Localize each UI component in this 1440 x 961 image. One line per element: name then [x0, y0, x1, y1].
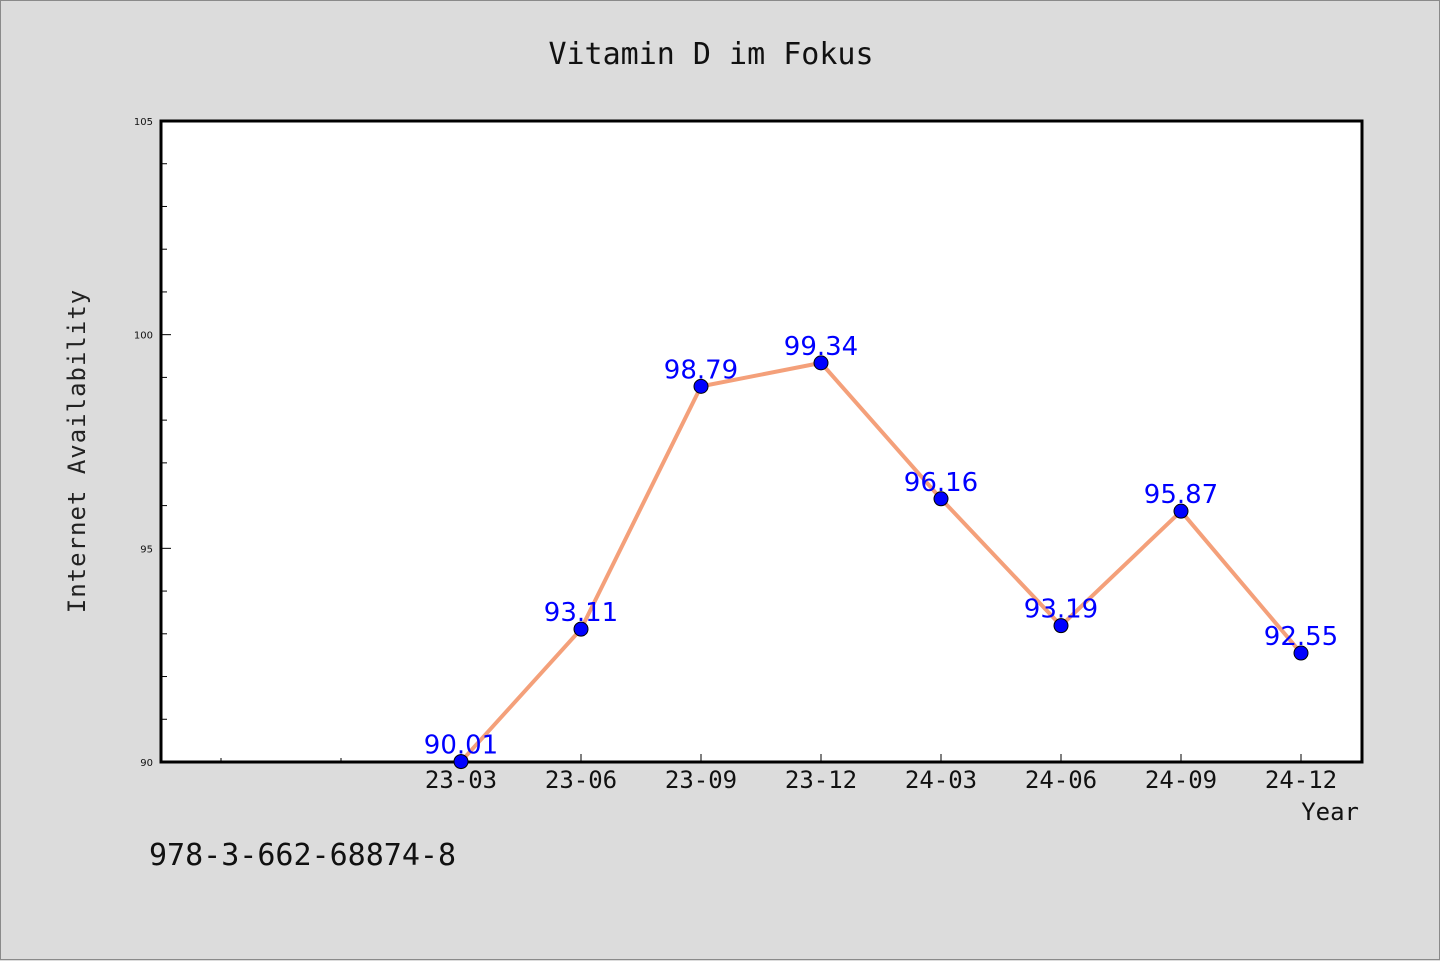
y-tick-label: 95 — [140, 544, 153, 555]
x-axis-label: Year — [1301, 798, 1359, 826]
chart-title: Vitamin D im Fokus — [548, 37, 873, 72]
series-line — [453, 355, 1309, 770]
data-point-label: 90.01 — [424, 731, 498, 761]
data-point-label: 98.79 — [664, 355, 738, 385]
x-axis: 23-03 23-06 23-09 23-12 24-03 24-06 24-09 24-12 — [220, 754, 1337, 794]
data-point-label: 93.19 — [1024, 595, 1098, 625]
data-point-marker — [453, 754, 469, 770]
data-point-marker — [1293, 645, 1309, 661]
series-polyline — [459, 360, 1303, 763]
data-point-marker — [933, 491, 949, 507]
y-axis-label: Internet Availability — [63, 289, 91, 613]
y-tick-label: 100 — [134, 331, 153, 342]
data-point-label: 93.11 — [544, 598, 618, 628]
y-tick-label: 105 — [134, 117, 153, 128]
data-point-marker — [1173, 503, 1189, 519]
x-tick-label: 24-03 — [905, 766, 977, 794]
y-axis: 90 95 100 105 — [134, 117, 171, 769]
x-tick-label: 23-12 — [785, 766, 857, 794]
x-tick-label: 24-12 — [1265, 766, 1337, 794]
x-tick-label: 23-03 — [425, 766, 497, 794]
data-point-marker — [693, 378, 709, 394]
data-point-label: 96.16 — [904, 468, 978, 498]
data-point-label: 95.87 — [1144, 480, 1218, 510]
data-labels: 90.01 93.11 98.79 99.34 96.16 93.19 95.87 92.55 — [424, 332, 1338, 761]
data-point-marker — [573, 621, 589, 637]
plot-area — [159, 119, 1364, 764]
data-point-marker — [813, 355, 829, 371]
x-tick-label: 24-09 — [1145, 766, 1217, 794]
x-tick-label: 23-09 — [665, 766, 737, 794]
x-tick-label: 23-06 — [545, 766, 617, 794]
footer-isbn-text: 978-3-662-68874-8 — [149, 838, 456, 873]
data-point-label: 92.55 — [1264, 622, 1338, 652]
data-point-marker — [1053, 618, 1069, 634]
x-tick-label: 24-06 — [1025, 766, 1097, 794]
data-point-label: 99.34 — [784, 332, 858, 362]
y-tick-label: 90 — [140, 758, 153, 769]
